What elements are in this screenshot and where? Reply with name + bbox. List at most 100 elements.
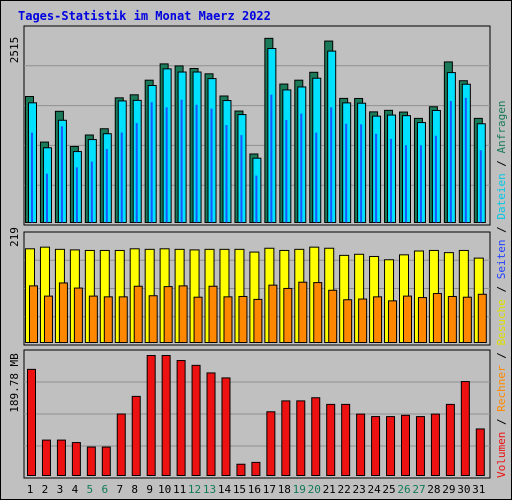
- day-label: 19: [293, 483, 306, 496]
- bar-rechner: [103, 296, 113, 343]
- day-label: 23: [352, 483, 365, 496]
- day-label: 10: [158, 483, 171, 496]
- bar-volumen: [206, 372, 216, 476]
- day-label: 5: [87, 483, 94, 496]
- bar-seiten: [419, 145, 422, 223]
- bar-seiten: [255, 175, 258, 223]
- day-label: 15: [233, 483, 246, 496]
- bar-rechner: [118, 296, 128, 343]
- bar-rechner: [343, 299, 353, 344]
- bar-volumen: [176, 360, 186, 476]
- y-max-label-volume: 189.78 MB: [8, 353, 21, 413]
- bar-volumen: [415, 416, 425, 477]
- legend-rechner: Rechner: [495, 365, 508, 412]
- bar-rechner: [298, 281, 308, 343]
- day-label: 2: [42, 483, 49, 496]
- day-label: 24: [367, 483, 381, 496]
- bar-rechner: [462, 296, 472, 343]
- bar-seiten: [285, 119, 288, 223]
- bar-volumen: [236, 463, 246, 477]
- day-label: 20: [308, 483, 321, 496]
- day-label: 11: [173, 483, 186, 496]
- day-label: 28: [427, 483, 440, 496]
- bar-seiten: [390, 138, 393, 223]
- day-label: 13: [203, 483, 216, 496]
- bar-rechner: [178, 285, 188, 344]
- bar-seiten: [270, 94, 273, 223]
- bar-rechner: [43, 295, 53, 343]
- bar-volumen: [131, 395, 141, 476]
- bar-volumen: [161, 355, 171, 476]
- legend-sep-4: /: [495, 220, 508, 240]
- bar-volumen: [296, 400, 306, 476]
- bar-seiten: [60, 126, 63, 223]
- legend-sep-1: /: [495, 412, 508, 432]
- bar-seiten: [180, 99, 183, 223]
- day-label: 16: [248, 483, 261, 496]
- bar-rechner: [193, 296, 203, 343]
- bar-seiten: [105, 149, 108, 223]
- day-label: 8: [131, 483, 138, 496]
- bar-seiten: [31, 132, 33, 223]
- bar-rechner: [388, 300, 398, 344]
- day-label: 12: [188, 483, 201, 496]
- bar-rechner: [163, 286, 173, 343]
- bar-volumen: [86, 446, 96, 477]
- bar-volumen: [191, 364, 201, 476]
- bar-seiten: [210, 108, 213, 223]
- legend-sep-5: /: [495, 153, 508, 173]
- legend-sep-3: /: [495, 279, 508, 299]
- bar-volumen: [281, 400, 291, 476]
- bar-volumen: [146, 355, 156, 476]
- bar-volumen: [116, 413, 126, 477]
- bar-volumen: [221, 377, 231, 477]
- bar-rechner: [133, 285, 143, 343]
- bars: [25, 37, 487, 477]
- bar-seiten: [405, 145, 407, 223]
- bar-rechner: [223, 296, 233, 343]
- bar-rechner: [73, 287, 83, 343]
- day-label: 21: [323, 483, 336, 496]
- day-label: 14: [218, 483, 232, 496]
- bar-volumen: [430, 413, 440, 476]
- bar-seiten: [120, 132, 123, 223]
- bar-seiten: [449, 100, 452, 223]
- day-label: 30: [457, 483, 470, 496]
- bar-seiten: [479, 150, 482, 223]
- bar-volumen: [56, 439, 66, 476]
- bar-volumen: [266, 411, 276, 477]
- bar-seiten: [150, 102, 153, 223]
- bar-seiten: [330, 107, 333, 223]
- bar-volumen: [460, 381, 470, 476]
- bar-seiten: [90, 161, 93, 223]
- bar-seiten: [165, 107, 168, 223]
- bar-seiten: [375, 133, 378, 223]
- bar-volumen: [27, 368, 36, 477]
- bar-rechner: [417, 297, 427, 343]
- bar-volumen: [445, 403, 455, 476]
- bar-rechner: [432, 293, 442, 344]
- day-label: 17: [263, 483, 276, 496]
- day-label: 29: [442, 483, 455, 496]
- bar-volumen: [356, 413, 366, 476]
- legend-seiten: Seiten: [495, 240, 508, 280]
- bar-rechner: [238, 295, 248, 343]
- day-label: 4: [72, 483, 79, 496]
- bar-rechner: [313, 282, 323, 344]
- day-label: 25: [382, 483, 395, 496]
- bar-rechner: [268, 284, 278, 344]
- bar-seiten: [195, 104, 198, 223]
- bar-rechner: [148, 295, 158, 343]
- bar-volumen: [251, 461, 261, 477]
- bar-seiten: [434, 135, 437, 223]
- day-label: 9: [146, 483, 153, 496]
- bar-rechner: [283, 287, 293, 343]
- bar-volumen: [401, 414, 410, 477]
- chart-title: Tages-Statistik im Monat Maerz 2022: [18, 9, 271, 23]
- legend-anfragen: Anfragen: [495, 100, 508, 153]
- bar-seiten: [300, 113, 303, 223]
- bar-rechner: [208, 285, 218, 343]
- y-max-label-visits: 219: [8, 227, 21, 247]
- bar-seiten: [240, 135, 243, 223]
- y-max-label-hits: 2515: [8, 37, 21, 64]
